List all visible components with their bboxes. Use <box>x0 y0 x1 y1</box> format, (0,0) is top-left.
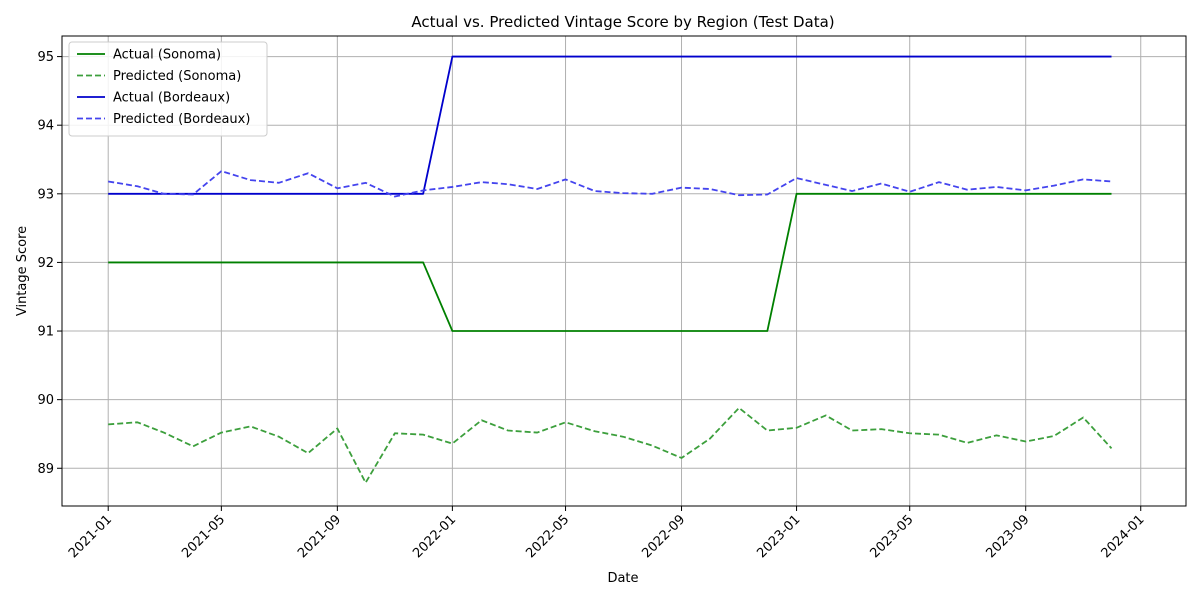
y-tick-label: 93 <box>37 187 54 202</box>
legend-label: Predicted (Sonoma) <box>113 69 241 84</box>
legend-label: Actual (Bordeaux) <box>113 91 230 106</box>
y-axis-label: Vintage Score <box>15 226 30 316</box>
y-tick-label: 94 <box>37 119 54 134</box>
legend-label: Predicted (Bordeaux) <box>113 112 250 127</box>
legend-box <box>68 41 268 137</box>
y-axis-ticks: 89 90 91 92 93 94 95 <box>37 50 62 477</box>
series-line-predicted-bordeaux <box>108 170 1112 198</box>
y-tick-label: 95 <box>37 50 54 65</box>
series-line-actual-bordeaux <box>108 55 1112 195</box>
y-tick-label: 91 <box>37 325 54 340</box>
y-tick-label: 92 <box>37 256 54 271</box>
plot-frame <box>61 35 1187 507</box>
chart-title: Actual vs. Predicted Vintage Score by Re… <box>411 13 834 31</box>
legend: Actual (Sonoma) Predicted (Sonoma) Actual … <box>68 41 268 137</box>
legend-label: Actual (Sonoma) <box>113 48 221 63</box>
series-line-actual-sonoma <box>108 192 1112 332</box>
series-line-predicted-sonoma <box>108 406 1113 484</box>
y-tick-label: 90 <box>37 393 54 408</box>
series-lines <box>108 55 1113 484</box>
x-axis-label: Date <box>607 571 638 586</box>
y-tick-label: 89 <box>37 462 54 477</box>
